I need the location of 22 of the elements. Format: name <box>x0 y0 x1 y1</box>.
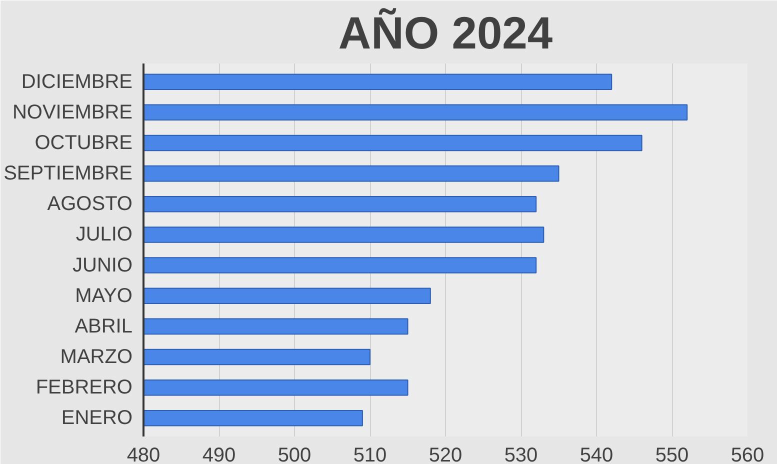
y-tick-label: ABRIL <box>74 315 133 338</box>
x-tick-label: 490 <box>202 444 236 464</box>
x-tick-label: 560 <box>730 444 764 464</box>
x-tick-label: 500 <box>278 444 312 464</box>
x-tick-label: 550 <box>655 444 689 464</box>
x-tick-label: 530 <box>504 444 538 464</box>
y-tick-label: MARZO <box>60 346 132 368</box>
chart-title: AÑO 2024 <box>338 8 553 58</box>
y-tick-label: MAYO <box>75 284 133 307</box>
y-tick-label: SEPTIEMBRE <box>4 162 133 185</box>
y-tick-label: AGOSTO <box>47 193 133 216</box>
x-tick-label: 510 <box>353 444 387 464</box>
x-tick-label: 480 <box>126 444 160 464</box>
y-tick-label: NOVIEMBRE <box>12 101 133 124</box>
y-tick-label: ENERO <box>61 407 132 430</box>
y-tick-label: FEBRERO <box>36 376 133 399</box>
y-tick-label: DICIEMBRE <box>21 70 132 93</box>
y-tick-label: OCTUBRE <box>34 132 133 154</box>
y-tick-label: JUNIO <box>72 254 132 276</box>
y-tick-label: JULIO <box>76 224 133 246</box>
x-tick-label: 520 <box>428 444 462 464</box>
x-tick-label: 540 <box>580 444 614 464</box>
